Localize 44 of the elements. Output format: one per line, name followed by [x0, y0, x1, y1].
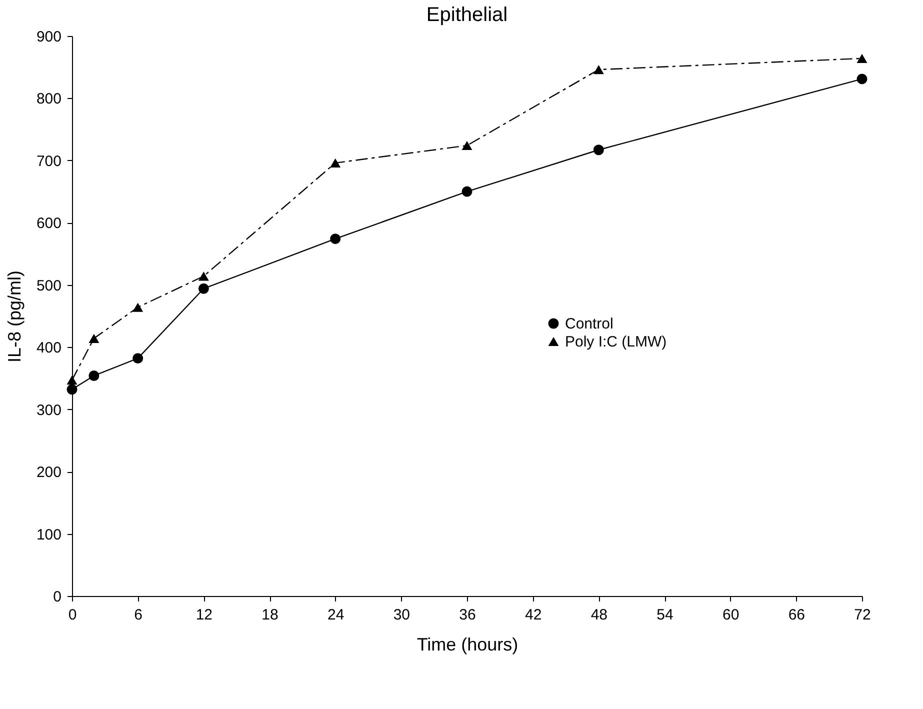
point	[593, 144, 604, 156]
point	[88, 334, 100, 343]
point	[856, 54, 868, 63]
x-tick-label: 72	[854, 606, 871, 624]
point	[88, 370, 100, 381]
x-tick-label: 42	[524, 606, 542, 624]
y-axis-title: IL-8 (pg/ml)	[4, 270, 24, 363]
point	[330, 158, 341, 168]
point	[462, 140, 472, 150]
x-tick-label: 18	[262, 606, 278, 624]
y-tick-label: 800	[36, 90, 62, 108]
x-tick-label: 36	[459, 606, 476, 624]
x-axis-title: Time (hours)	[416, 634, 518, 654]
y-tick-label: 500	[36, 277, 62, 294]
x-tick-label: 60	[722, 606, 740, 624]
point	[66, 376, 78, 385]
y-tick-label: 100	[36, 526, 62, 544]
x-tick-label: 54	[656, 606, 674, 624]
point	[132, 302, 144, 312]
x-tick-label: 66	[788, 606, 806, 624]
point	[593, 65, 604, 74]
chart-title: Epithelial	[426, 4, 508, 26]
y-tick-label: 300	[36, 402, 62, 419]
x-tick-label: 6	[134, 606, 143, 624]
x-tick-label: 24	[327, 606, 344, 624]
y-tick-label: 700	[36, 152, 62, 170]
y-tick-label: 400	[36, 340, 62, 357]
point	[66, 384, 78, 395]
x-tick-label: 12	[196, 606, 213, 624]
x-tick-label: 0	[68, 606, 77, 624]
y-tick-label: 200	[36, 464, 62, 482]
point	[132, 353, 144, 364]
y-tick-label: 0	[53, 588, 62, 606]
x-tick-label: 48	[590, 606, 608, 624]
point	[198, 272, 209, 281]
point	[198, 283, 209, 294]
y-tick-label: 600	[36, 215, 62, 232]
point	[462, 186, 472, 197]
legend-label: Poly I:C (LMW)	[565, 334, 667, 350]
y-tick-label: 900	[36, 28, 62, 46]
legend-label: Control	[565, 316, 614, 332]
x-tick-label: 30	[393, 606, 410, 624]
point	[856, 74, 868, 84]
point	[330, 234, 341, 244]
